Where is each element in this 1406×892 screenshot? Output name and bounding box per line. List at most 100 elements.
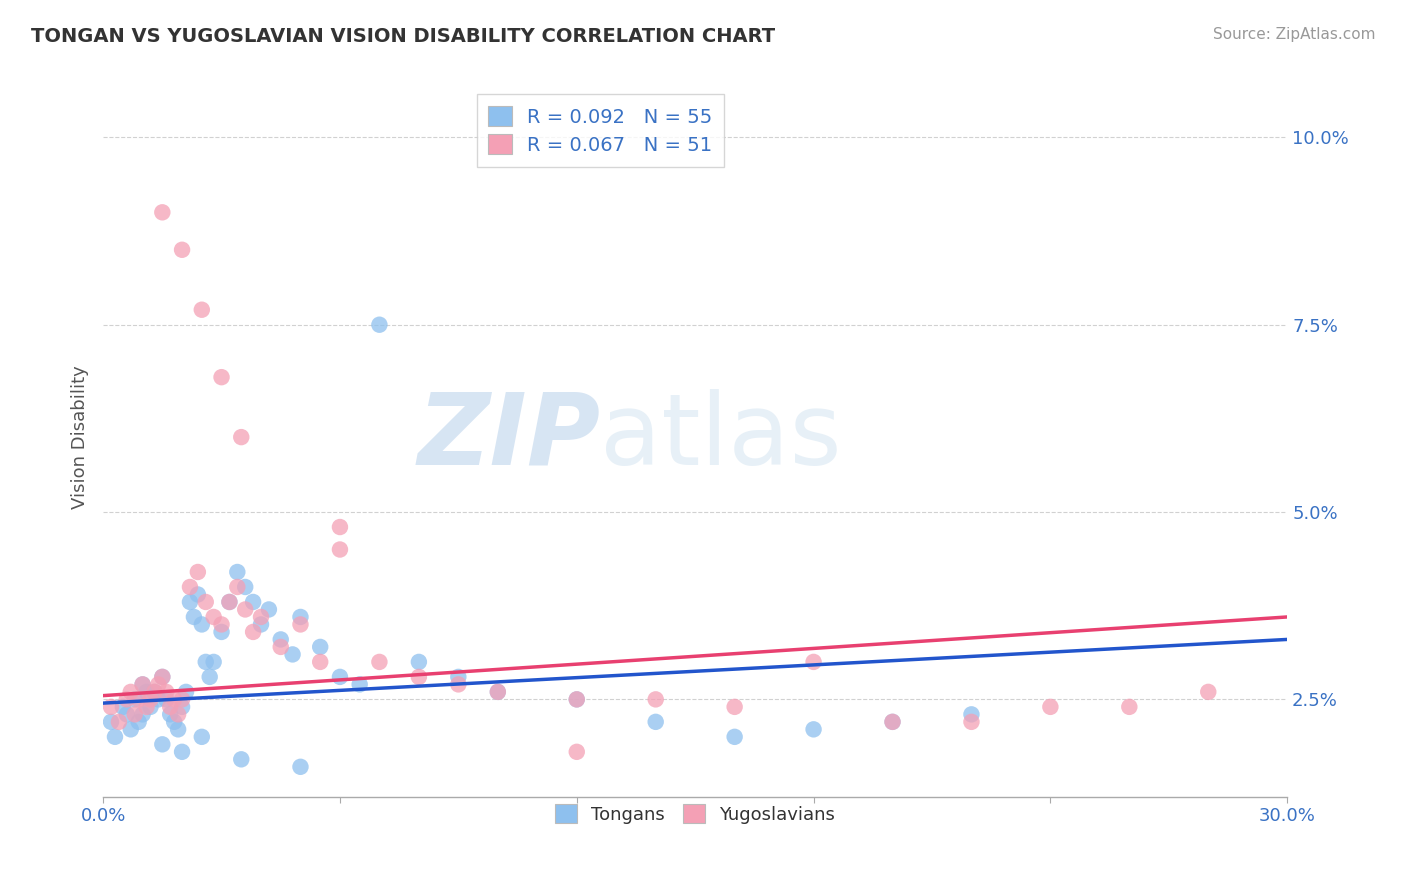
Point <box>128 692 150 706</box>
Point <box>143 685 166 699</box>
Point <box>191 617 214 632</box>
Point <box>565 692 588 706</box>
Point <box>170 745 193 759</box>
Point <box>111 699 134 714</box>
Point <box>198 670 221 684</box>
Point <box>191 302 214 317</box>
Point <box>1118 699 1140 714</box>
Point <box>131 677 153 691</box>
Text: ZIP: ZIP <box>418 389 600 485</box>
Point <box>257 602 280 616</box>
Point <box>115 692 138 706</box>
Point <box>131 707 153 722</box>
Point <box>233 602 256 616</box>
Point <box>226 565 249 579</box>
Point <box>100 699 122 714</box>
Point <box>329 520 352 534</box>
Point <box>486 685 509 699</box>
Point <box>368 318 391 332</box>
Point <box>139 699 162 714</box>
Point <box>155 692 177 706</box>
Point <box>250 610 273 624</box>
Point <box>108 714 131 729</box>
Point <box>150 737 173 751</box>
Point <box>187 565 209 579</box>
Point <box>115 707 138 722</box>
Point <box>408 655 430 669</box>
Point <box>960 707 983 722</box>
Point <box>309 655 332 669</box>
Point <box>644 714 666 729</box>
Point <box>960 714 983 729</box>
Point <box>226 580 249 594</box>
Point <box>155 685 177 699</box>
Point <box>170 699 193 714</box>
Point <box>803 723 825 737</box>
Point <box>290 760 312 774</box>
Text: Source: ZipAtlas.com: Source: ZipAtlas.com <box>1212 27 1375 42</box>
Point <box>150 205 173 219</box>
Point <box>329 670 352 684</box>
Y-axis label: Vision Disability: Vision Disability <box>72 365 89 509</box>
Point <box>104 730 127 744</box>
Point <box>120 685 142 699</box>
Point <box>368 655 391 669</box>
Point <box>644 692 666 706</box>
Point <box>148 677 170 691</box>
Point <box>408 670 430 684</box>
Point <box>233 580 256 594</box>
Point <box>159 707 181 722</box>
Point <box>179 580 201 594</box>
Point <box>170 692 193 706</box>
Point <box>486 685 509 699</box>
Point <box>211 624 233 639</box>
Point <box>242 595 264 609</box>
Point <box>882 714 904 729</box>
Point <box>131 677 153 691</box>
Point <box>163 714 186 729</box>
Point <box>179 595 201 609</box>
Point <box>202 655 225 669</box>
Text: TONGAN VS YUGOSLAVIAN VISION DISABILITY CORRELATION CHART: TONGAN VS YUGOSLAVIAN VISION DISABILITY … <box>31 27 775 45</box>
Point <box>148 692 170 706</box>
Point <box>565 745 588 759</box>
Point <box>150 670 173 684</box>
Point <box>218 595 240 609</box>
Point <box>120 723 142 737</box>
Point <box>163 692 186 706</box>
Point <box>447 670 470 684</box>
Point <box>211 617 233 632</box>
Point <box>447 677 470 691</box>
Point <box>124 692 146 706</box>
Point <box>174 685 197 699</box>
Point <box>1197 685 1219 699</box>
Point <box>187 587 209 601</box>
Point <box>124 707 146 722</box>
Point <box>150 670 173 684</box>
Point <box>724 730 747 744</box>
Point <box>231 430 253 444</box>
Point <box>309 640 332 654</box>
Point <box>231 752 253 766</box>
Point <box>290 610 312 624</box>
Point <box>724 699 747 714</box>
Point <box>803 655 825 669</box>
Point <box>191 730 214 744</box>
Text: atlas: atlas <box>600 389 842 485</box>
Point <box>170 243 193 257</box>
Point <box>270 640 292 654</box>
Point <box>281 648 304 662</box>
Point <box>218 595 240 609</box>
Point <box>565 692 588 706</box>
Point <box>290 617 312 632</box>
Point <box>211 370 233 384</box>
Point <box>242 624 264 639</box>
Point <box>135 699 157 714</box>
Point <box>270 632 292 647</box>
Point <box>329 542 352 557</box>
Point <box>135 685 157 699</box>
Point <box>100 714 122 729</box>
Point <box>159 699 181 714</box>
Point <box>183 610 205 624</box>
Point <box>1039 699 1062 714</box>
